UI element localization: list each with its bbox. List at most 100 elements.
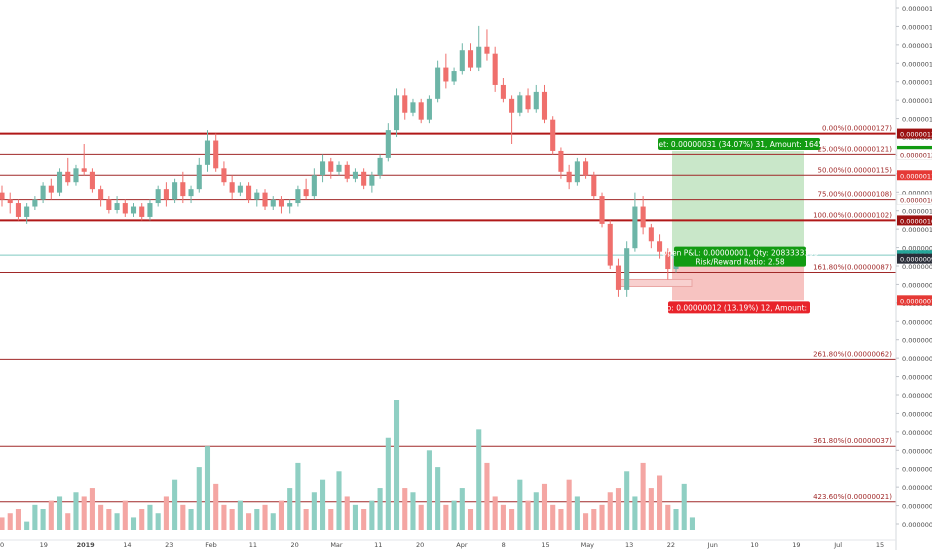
fib-level-label: 0.00%(0.00000127) [822, 125, 892, 133]
price-tick-label: 0.00000105 [902, 208, 932, 216]
price-tag: 0.00000121 [896, 149, 932, 160]
candle-body [98, 189, 104, 200]
candle-body [130, 206, 137, 214]
volume-bar [550, 504, 556, 530]
candle-body [615, 265, 622, 290]
volume-bar [196, 467, 202, 530]
fib-level-label: 25.00%(0.00000121) [818, 145, 893, 153]
candle-body [459, 50, 465, 72]
candle-body [254, 192, 260, 200]
candle-body [550, 119, 556, 151]
time-tick-label: Apr [456, 541, 468, 549]
candle-body [369, 175, 375, 186]
volume-bar [163, 496, 169, 530]
price-tick-label: 0.00000075 [902, 318, 932, 326]
price-tag: 0.00000115 [897, 170, 932, 181]
volume-bar [525, 500, 531, 530]
candle-body [7, 199, 13, 204]
volume-bar [303, 509, 309, 530]
volume-bar [657, 475, 663, 530]
volume-bar [237, 500, 243, 530]
candle-body [147, 203, 153, 217]
volume-bar [673, 509, 679, 530]
volume-bar [328, 509, 334, 530]
price-tag-text: 0.00000115 [900, 172, 932, 180]
volume-bar [541, 483, 548, 530]
volume-bar [287, 488, 293, 530]
candle-body [114, 203, 120, 210]
price-tag-text: 0.00000127 [900, 131, 932, 139]
time-tick-label: 2019 [77, 541, 96, 549]
candle-body [15, 203, 21, 217]
volume-bar [500, 504, 506, 530]
candle-body [352, 171, 358, 179]
volume-bar [624, 471, 630, 530]
volume-bar [681, 483, 687, 530]
volume-bar [15, 509, 21, 530]
candle-body [0, 192, 5, 200]
price-tag: 0.00000108 [896, 194, 932, 205]
price-tick-label: 0.00000034 [902, 447, 932, 455]
candle-body [566, 171, 572, 183]
candle-body [541, 91, 548, 120]
candle-body [122, 203, 128, 214]
candle-body [657, 241, 663, 252]
volume-bar [566, 479, 572, 530]
fib-level-label: 100.00%(0.00000102) [813, 211, 892, 219]
candle-body [607, 223, 613, 266]
price-tick-label: 0.00000110 [902, 189, 932, 197]
candle-body [467, 50, 474, 68]
candle-body [426, 98, 432, 120]
price-tag-bg [897, 295, 932, 306]
volume-bar [459, 488, 465, 530]
volume-bar [344, 496, 350, 530]
candle-body [24, 206, 30, 217]
volume-bar [56, 496, 63, 530]
volume-bar [418, 504, 424, 530]
volume-bar [640, 462, 646, 530]
candle-body [484, 46, 490, 54]
time-tick-label: 19 [792, 541, 800, 549]
volume-bar [492, 496, 498, 530]
candle-body [196, 164, 202, 190]
volume-bar [648, 488, 654, 530]
candle-body [361, 171, 367, 186]
volume-bar [689, 517, 695, 530]
time-tick-label: 11 [374, 541, 382, 549]
volume-bar [180, 504, 186, 530]
candle-body [583, 161, 589, 176]
price-tick-label: 0.00000090 [902, 263, 932, 271]
candle-body [640, 206, 646, 228]
volume-bar [213, 483, 219, 530]
price-tag-bg [896, 149, 932, 160]
pnl-label-text: Risk/Reward Ratio: 2.58 [695, 258, 784, 267]
volume-bar [89, 488, 95, 530]
candle-body [163, 189, 169, 200]
volume-bar [40, 509, 46, 530]
volume-bar [336, 471, 342, 530]
candle-body [89, 171, 95, 190]
candle-body [311, 175, 317, 197]
volume-bar [435, 467, 441, 530]
candle-body [270, 199, 276, 207]
volume-bar [533, 492, 539, 530]
price-tick-label: 0.00000039 [902, 429, 932, 437]
volume-bar [352, 504, 358, 530]
volume-bar [426, 450, 432, 530]
time-tick-label: 8 [502, 541, 506, 549]
volume-bar [106, 509, 112, 530]
candle-body [377, 157, 383, 176]
candle-body [517, 95, 523, 113]
volume-bar [65, 513, 71, 530]
stop-label-bg [668, 301, 810, 314]
time-tick-label: Feb [205, 541, 217, 549]
price-tick-label: 0.00000051 [902, 392, 932, 400]
candle-body [665, 251, 671, 270]
candle-body [336, 164, 342, 172]
candle-body [56, 171, 63, 193]
candle-body [278, 199, 285, 207]
fib-level-label: 361.80%(0.00000037) [813, 437, 892, 445]
target-label-text: Target: 0.00000031 (34.07%) 31, Amount: … [642, 140, 836, 149]
